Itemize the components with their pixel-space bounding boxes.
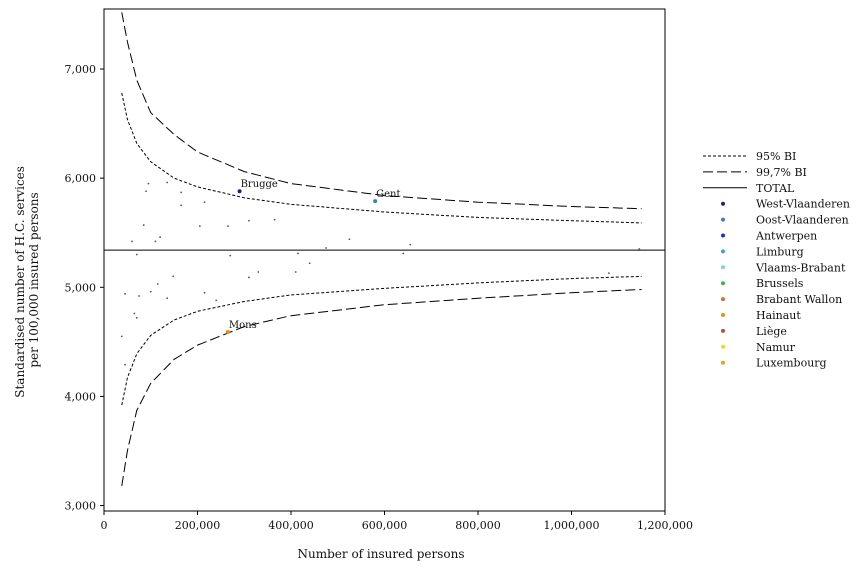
data-point (172, 275, 175, 278)
x-tick-label: 400,000 (268, 519, 314, 532)
data-point (308, 262, 311, 265)
data-point (248, 219, 250, 222)
legend-marker (721, 217, 725, 222)
data-point (135, 253, 138, 256)
data-point (198, 225, 201, 228)
y-axis-ticks: 3,000 4,000 5,000 6,000 7,000 (65, 63, 104, 513)
legend-label: Brussels (756, 277, 804, 290)
data-point (147, 182, 150, 185)
data-point (297, 252, 299, 255)
data-point (203, 201, 206, 204)
data-point (409, 243, 412, 246)
legend-label: Brabant Wallon (756, 293, 842, 306)
legend-marker (721, 297, 725, 302)
point-label: Gent (376, 189, 400, 200)
data-point (124, 363, 126, 366)
y-tick-label: 4,000 (65, 390, 97, 403)
data-point (120, 335, 123, 338)
y-tick-label: 7,000 (65, 63, 97, 76)
data-point (203, 291, 206, 294)
legend-label: Hainaut (756, 309, 801, 322)
legend-marker (721, 328, 725, 333)
data-point (257, 271, 260, 273)
y-tick-label: 5,000 (65, 281, 97, 294)
data-point (133, 312, 136, 315)
data-point (608, 272, 610, 274)
data-point (142, 224, 145, 226)
legend-label: West-Vlaanderen (756, 198, 850, 211)
legend-label: Vlaams-Brabant (755, 261, 846, 274)
data-point (180, 204, 183, 207)
confidence-curves (121, 12, 642, 486)
legend-marker (721, 344, 725, 349)
legend-marker (721, 233, 725, 238)
x-tick-label: 1,200,000 (637, 519, 693, 532)
data-point (156, 283, 159, 285)
data-point (124, 292, 126, 295)
legend-label: Liège (756, 325, 787, 338)
data-points: Brugge Gent Mons (120, 179, 641, 366)
legend-marker (721, 265, 725, 270)
legend: 95% BI 99,7% BI TOTAL West-Vlaanderen Oost-V… (703, 150, 850, 370)
data-point (273, 218, 276, 221)
data-point (402, 252, 405, 255)
legend-label: TOTAL (756, 182, 795, 195)
x-tick-label: 200,000 (175, 519, 221, 532)
data-point (145, 190, 147, 193)
data-point (159, 236, 162, 238)
data-point (325, 247, 327, 249)
legend-marker (721, 313, 725, 317)
data-point (215, 299, 218, 302)
y-axis-title-line-2: per 100,000 insured persons (27, 192, 41, 367)
legend-label: Limburg (756, 245, 804, 258)
plot-frame (103, 8, 666, 512)
legend-label: 95% BI (756, 150, 796, 163)
ci95-lower-curve (121, 275, 642, 406)
y-tick-label: 6,000 (65, 172, 97, 185)
ci997-upper-curve (121, 12, 642, 210)
legend-marker (721, 360, 725, 365)
data-point (180, 191, 183, 194)
data-point (229, 254, 232, 257)
data-point (166, 297, 169, 300)
y-axis-title-line-1: Standardised number of H.C. services (13, 166, 27, 398)
legend-label: Luxembourg (756, 357, 827, 370)
point-label: Mons (229, 320, 257, 331)
data-point (131, 240, 133, 243)
ci95-upper-curve (121, 92, 642, 224)
data-point (166, 181, 169, 184)
data-point (154, 240, 157, 243)
legend-label: Namur (756, 341, 796, 354)
ci997-lower-curve (121, 289, 642, 486)
x-tick-label: 600,000 (362, 519, 408, 532)
point-label: Brugge (241, 179, 278, 190)
legend-label: Oost-Vlaanderen (756, 214, 849, 227)
x-tick-label: 0 (101, 519, 108, 532)
x-tick-label: 800,000 (455, 519, 501, 532)
x-axis-title: Number of insured persons (298, 547, 465, 561)
legend-marker (721, 201, 725, 206)
legend-marker (721, 249, 725, 254)
data-point (225, 330, 230, 335)
x-tick-label: 1,000,000 (544, 519, 600, 532)
data-point (237, 189, 242, 194)
legend-label: Antwerpen (755, 230, 817, 243)
y-axis-title: Standardised number of H.C. services per… (13, 162, 41, 398)
data-point (135, 316, 138, 319)
legend-marker (721, 281, 725, 286)
legend-label: 99,7% BI (756, 166, 807, 179)
x-axis-ticks: 0 200,000 400,000 600,000 800,000 1,000,000 1,… (101, 511, 693, 532)
data-point (149, 290, 152, 293)
data-point (138, 295, 140, 297)
data-point (638, 248, 641, 250)
data-point (373, 199, 378, 204)
y-tick-label: 3,000 (65, 500, 97, 513)
data-point (294, 271, 297, 273)
data-point (226, 225, 229, 228)
data-point (348, 238, 351, 241)
data-point (248, 276, 250, 279)
